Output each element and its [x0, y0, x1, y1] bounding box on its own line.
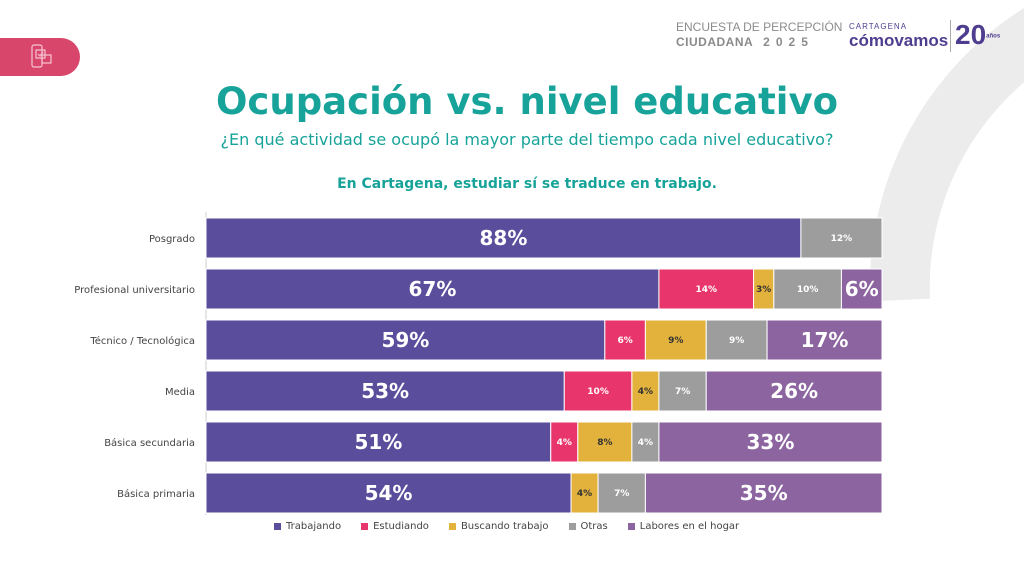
data-label: 9% [668, 336, 683, 346]
bar-segment [658, 268, 755, 310]
bar-segment [597, 472, 646, 514]
legend-swatch [361, 522, 369, 530]
bar-segment [563, 370, 633, 412]
legend-item: Labores en el hogar [627, 521, 740, 532]
brand-name: cómovamos [849, 31, 949, 50]
bar-segment [705, 319, 768, 361]
bar-segment [205, 319, 606, 361]
bar-segment [205, 421, 552, 463]
legend-label: Trabajando [286, 521, 342, 532]
data-label: 51% [354, 430, 402, 454]
bar-segment [800, 217, 883, 259]
survey-line2: CIUDADANA [676, 35, 754, 49]
legend-label: Labores en el hogar [639, 521, 740, 532]
data-label: 10% [797, 285, 819, 295]
bar-segment [705, 370, 883, 412]
legend-item: Otras [568, 521, 608, 532]
category-label: Técnico / Tecnológica [89, 335, 195, 347]
bar-segment [570, 472, 599, 514]
category-label: Posgrado [149, 234, 195, 245]
data-label: 4% [638, 438, 653, 448]
bar-segment [631, 421, 660, 463]
bar-segment [766, 319, 883, 361]
data-label: 7% [675, 387, 690, 397]
brand-city: CARTAGENA [849, 22, 908, 31]
data-label: 6% [845, 277, 879, 301]
legend-label: Estudiando [373, 521, 429, 532]
brand-logo: CARTAGENA cómovamos [849, 22, 948, 51]
legend-swatch [274, 522, 281, 530]
data-label: 3% [756, 285, 771, 295]
data-label: 14% [695, 285, 717, 295]
data-label: 12% [831, 234, 853, 244]
legend-item: Trabajando [274, 521, 341, 532]
category-label: Básica primaria [117, 488, 195, 500]
survey-label: ENCUESTA DE PERCEPCIÓN CIUDADANA 2025 [676, 20, 842, 50]
data-label: 35% [740, 481, 788, 505]
anniversary-number: 20 [955, 19, 987, 50]
category-label: Media [165, 387, 195, 398]
bar-segment [550, 421, 579, 463]
category-label: Básica secundaria [104, 437, 195, 449]
data-label: 9% [729, 336, 744, 346]
data-label: 8% [597, 438, 612, 448]
legend-item: Estudiando [361, 521, 429, 532]
bar-segment [577, 421, 633, 463]
data-label: 4% [577, 489, 592, 499]
data-label: 59% [381, 328, 429, 352]
data-label: 17% [801, 328, 849, 352]
section-tab [0, 38, 80, 76]
chart-headline: En Cartagena, estudiar sí se traduce en … [337, 176, 717, 192]
anniversary-sub: años [986, 33, 1001, 40]
data-label: 53% [361, 379, 409, 403]
data-label: 33% [747, 430, 795, 454]
bar-segment [205, 370, 565, 412]
bar-segment [604, 319, 646, 361]
data-label: 4% [557, 438, 572, 448]
category-label: Profesional universitario [74, 285, 195, 296]
data-label: 26% [770, 379, 818, 403]
bar-segment [205, 472, 572, 514]
survey-year: 2025 [763, 35, 814, 49]
legend-label: Otras [580, 521, 608, 532]
page-subtitle: ¿En qué actividad se ocupó la mayor part… [220, 130, 834, 149]
bar-segment [205, 217, 802, 259]
legend-swatch [448, 522, 456, 530]
legend-swatch [627, 522, 635, 530]
data-label: 10% [587, 387, 609, 397]
anniversary-logo: 20años [950, 20, 1000, 52]
bar-segment [631, 370, 660, 412]
data-label: 6% [617, 336, 632, 346]
data-label: 88% [480, 226, 528, 250]
data-label: 4% [638, 387, 653, 397]
survey-line1: ENCUESTA DE PERCEPCIÓN [676, 20, 843, 34]
legend-item: Buscando trabajo [448, 521, 549, 532]
legend-swatch [568, 522, 576, 530]
bar-segment [658, 370, 707, 412]
data-label: 54% [365, 481, 413, 505]
bar-segment [644, 472, 883, 514]
legend-label: Buscando trabajo [460, 521, 549, 532]
bar-segment [644, 319, 707, 361]
chart-legend: Trabajando Estudiando Buscando trabajo Otra… [274, 521, 739, 532]
page-title: Ocupación vs. nivel educativo [215, 80, 839, 123]
bar-segment [840, 268, 883, 310]
survey-devices-icon [31, 44, 52, 68]
bar-segment [658, 421, 883, 463]
data-label: 67% [409, 277, 457, 301]
data-label: 7% [614, 489, 629, 499]
